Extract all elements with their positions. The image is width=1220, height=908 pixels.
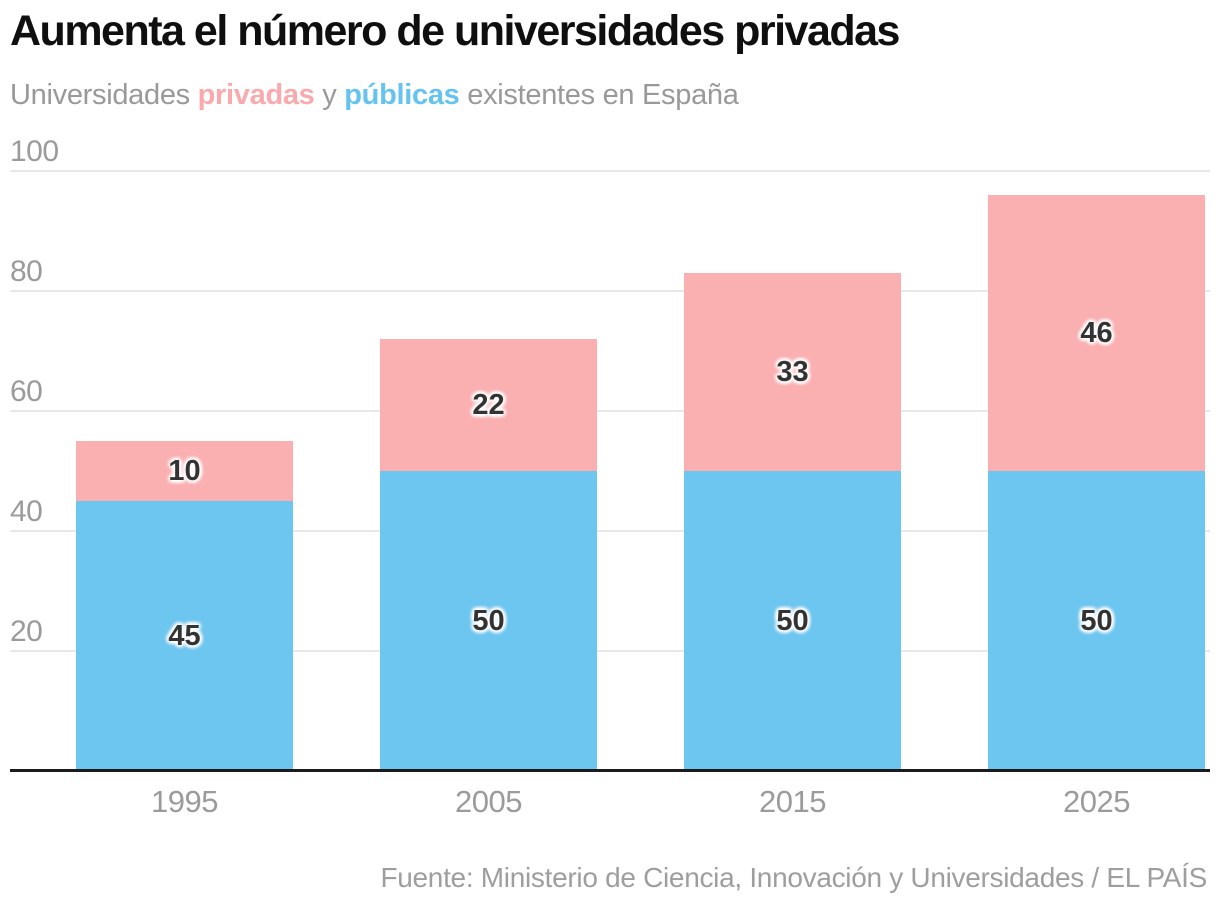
bar-value-label-públicas-1995: 45 xyxy=(168,620,201,652)
legend-publicas-label: públicas xyxy=(344,79,460,111)
bar-segment-públicas-2025 xyxy=(988,471,1205,771)
chart-subtitle: Universidades privadas y públicas existe… xyxy=(10,78,739,113)
y-axis-tick-label: 100 xyxy=(10,135,59,168)
bar-segment-privadas-1995 xyxy=(76,441,293,501)
gridline-80 xyxy=(10,290,1210,292)
gridline-100 xyxy=(10,170,1210,172)
bar-value-label-públicas-2015: 50 xyxy=(776,605,809,637)
y-axis-tick-label: 20 xyxy=(10,615,43,648)
y-axis-tick-label: 60 xyxy=(10,375,43,408)
bar-segment-privadas-2005 xyxy=(380,339,597,471)
legend-privadas-label: privadas xyxy=(197,79,315,111)
subtitle-suffix: existentes en España xyxy=(467,79,739,111)
bar-value-label-privadas-2005: 22 xyxy=(472,389,505,421)
bar-segment-públicas-2015 xyxy=(684,471,901,771)
gridline-60 xyxy=(10,410,1210,412)
bar-segment-privadas-2015 xyxy=(684,273,901,471)
chart-title: Aumenta el número de universidades priva… xyxy=(10,7,900,55)
subtitle-prefix: Universidades xyxy=(10,79,190,111)
bar-segment-públicas-2005 xyxy=(380,471,597,771)
x-axis-line xyxy=(10,769,1210,772)
y-axis-tick-label: 40 xyxy=(10,495,43,528)
bar-value-label-privadas-2025: 46 xyxy=(1080,317,1113,349)
x-axis-tick-label-2005: 2005 xyxy=(455,784,522,819)
x-axis-tick-label-1995: 1995 xyxy=(151,784,218,819)
x-axis-tick-label-2015: 2015 xyxy=(759,784,826,819)
bar-value-label-públicas-2005: 50 xyxy=(472,605,505,637)
x-axis-tick-label-2025: 2025 xyxy=(1063,784,1130,819)
bar-segment-privadas-2025 xyxy=(988,195,1205,471)
y-axis-tick-label: 80 xyxy=(10,255,43,288)
gridline-40 xyxy=(10,530,1210,532)
bar-segment-públicas-1995 xyxy=(76,501,293,771)
gridline-20 xyxy=(10,650,1210,652)
source-credit: Fuente: Ministerio de Ciencia, Innovació… xyxy=(380,862,1207,893)
bar-value-label-privadas-2015: 33 xyxy=(776,356,809,388)
bar-value-label-públicas-2025: 50 xyxy=(1080,605,1113,637)
bar-value-label-privadas-1995: 10 xyxy=(168,455,201,487)
subtitle-conjunction: y xyxy=(322,79,337,111)
